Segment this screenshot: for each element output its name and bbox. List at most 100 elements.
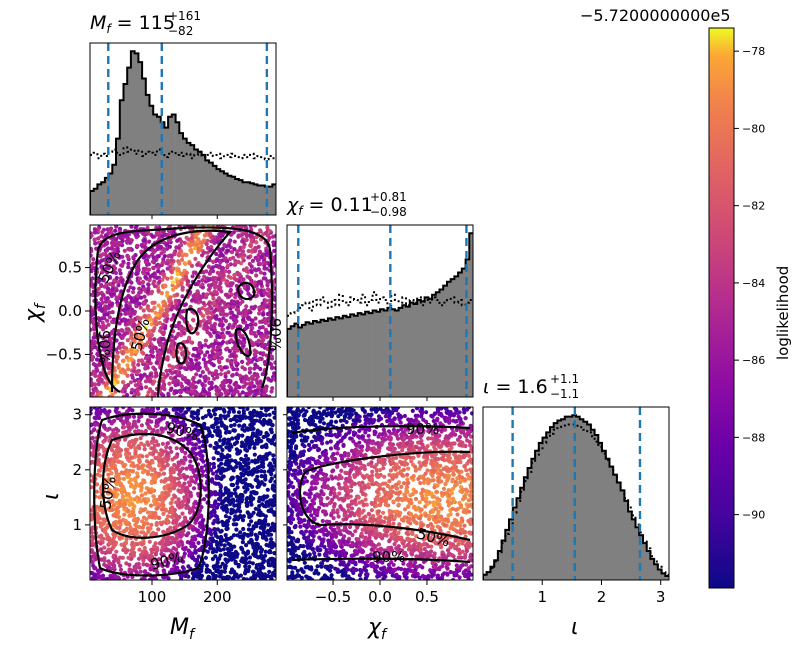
scatter-point (262, 271, 267, 276)
scatter-point (154, 439, 159, 444)
scatter-point (127, 441, 132, 446)
scatter-point (112, 278, 117, 283)
scatter-point (105, 334, 110, 339)
scatter-point (187, 261, 192, 266)
scatter-point (267, 412, 272, 417)
scatter-point (93, 230, 98, 235)
scatter-point (166, 348, 171, 353)
scatter-point (142, 294, 147, 299)
scatter-point (229, 547, 234, 552)
scatter-point (137, 547, 142, 552)
scatter-point (139, 493, 144, 498)
scatter-point (155, 505, 160, 510)
scatter-point (114, 426, 119, 431)
scatter-point (110, 419, 115, 425)
scatter-point (144, 454, 149, 459)
scatter-point (126, 246, 131, 252)
scatter-point (211, 347, 216, 352)
scatter-point (137, 276, 142, 281)
scatter-point (129, 373, 135, 378)
scatter-point (270, 386, 275, 391)
scatter-point (99, 234, 104, 239)
scatter-point (141, 300, 146, 305)
scatter-point (205, 311, 210, 316)
scatter-point (141, 562, 146, 567)
scatter-point (230, 325, 235, 330)
scatter-point (179, 413, 184, 418)
scatter-point (212, 321, 217, 327)
scatter-point (139, 295, 144, 300)
scatter-point (261, 312, 266, 317)
scatter-point (165, 355, 170, 360)
scatter-point (108, 226, 114, 231)
scatter-point (259, 469, 264, 474)
scatter-point (250, 424, 255, 429)
scatter-point (151, 436, 156, 441)
scatter-point (127, 458, 132, 463)
scatter-point (201, 300, 206, 306)
scatter-point (134, 350, 139, 355)
scatter-point (232, 299, 237, 304)
scatter-point (120, 389, 125, 394)
scatter-point (218, 548, 223, 553)
scatter-point (93, 345, 98, 350)
scatter-point (141, 255, 146, 260)
scatter-point (93, 416, 98, 421)
scatter-point (225, 445, 230, 450)
scatter-point (107, 426, 112, 431)
scatter-point (230, 373, 235, 378)
scatter-point (90, 560, 95, 565)
scatter-point (269, 422, 274, 427)
scatter-point (105, 286, 111, 291)
scatter-point (153, 391, 158, 396)
scatter-point (230, 576, 235, 580)
scatter-point (236, 410, 242, 415)
scatter-point (131, 485, 136, 490)
scatter-point (201, 313, 206, 318)
scatter-point (191, 318, 196, 323)
scatter-point (118, 522, 123, 527)
scatter-point (187, 365, 192, 370)
scatter-point (202, 233, 208, 238)
scatter-point (233, 357, 238, 362)
scatter-point (164, 547, 169, 552)
scatter-point (137, 286, 142, 291)
scatter-point (133, 429, 138, 434)
scatter-point (189, 493, 194, 498)
scatter-point (200, 282, 205, 287)
scatter-point (143, 532, 148, 537)
scatter-point (131, 544, 136, 549)
scatter-point (150, 349, 155, 355)
scatter-point (200, 253, 205, 258)
scatter-point (217, 438, 222, 443)
scatter-point (194, 476, 199, 481)
scatter-point (215, 375, 220, 380)
scatter-point (271, 453, 276, 458)
scatter-point (201, 423, 206, 428)
scatter-point (130, 501, 135, 507)
scatter-point (211, 471, 216, 476)
scatter-point (224, 394, 229, 397)
scatter-point (118, 369, 123, 374)
scatter-point (96, 236, 101, 241)
scatter-point (107, 315, 112, 320)
scatter-point (98, 394, 103, 397)
scatter-point (207, 285, 212, 290)
scatter-point (101, 439, 106, 444)
scatter-point (227, 294, 232, 299)
scatter-point (223, 292, 228, 297)
scatter-point (127, 522, 132, 527)
scatter-point (121, 394, 126, 397)
scatter-point (244, 561, 249, 566)
scatter-point (161, 449, 166, 454)
scatter-point (186, 407, 191, 412)
scatter-point (256, 384, 261, 389)
scatter-point (151, 255, 156, 260)
scatter-point (168, 474, 173, 479)
scatter-point (179, 309, 184, 314)
scatter-point (173, 285, 179, 290)
scatter-point (90, 407, 93, 411)
scatter-point (108, 541, 113, 546)
scatter-point (269, 441, 274, 446)
scatter-point (177, 373, 182, 378)
